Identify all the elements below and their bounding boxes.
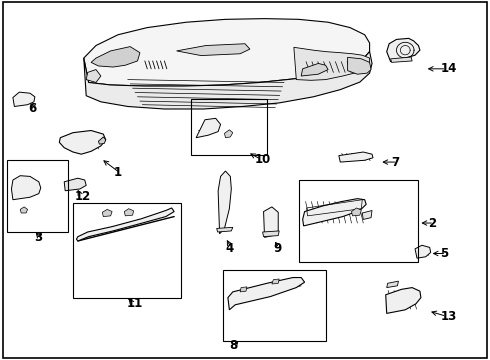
Polygon shape bbox=[20, 207, 27, 213]
Text: 3: 3 bbox=[34, 231, 42, 244]
Polygon shape bbox=[76, 208, 174, 241]
Polygon shape bbox=[415, 245, 431, 258]
Polygon shape bbox=[387, 39, 420, 62]
Polygon shape bbox=[240, 287, 247, 292]
Polygon shape bbox=[339, 152, 373, 162]
Text: 8: 8 bbox=[229, 339, 237, 352]
Bar bbox=[223, 270, 326, 341]
Polygon shape bbox=[196, 118, 220, 138]
Polygon shape bbox=[217, 227, 233, 232]
Polygon shape bbox=[84, 51, 372, 109]
Polygon shape bbox=[64, 178, 86, 191]
Polygon shape bbox=[86, 69, 101, 82]
Text: 14: 14 bbox=[441, 62, 457, 75]
Polygon shape bbox=[91, 46, 140, 67]
Polygon shape bbox=[294, 47, 369, 80]
Text: 1: 1 bbox=[114, 166, 122, 179]
Text: 5: 5 bbox=[441, 247, 449, 260]
Text: 10: 10 bbox=[255, 153, 271, 166]
Polygon shape bbox=[391, 57, 412, 62]
Polygon shape bbox=[84, 19, 369, 86]
Bar bbox=[7, 160, 68, 232]
Polygon shape bbox=[362, 211, 372, 220]
Polygon shape bbox=[301, 63, 328, 76]
Text: 11: 11 bbox=[127, 297, 143, 310]
Polygon shape bbox=[218, 171, 231, 234]
Polygon shape bbox=[228, 278, 305, 310]
Text: 9: 9 bbox=[273, 242, 282, 255]
Polygon shape bbox=[386, 288, 421, 314]
Text: 6: 6 bbox=[28, 102, 37, 115]
Text: 12: 12 bbox=[75, 190, 91, 203]
Polygon shape bbox=[224, 130, 233, 138]
Polygon shape bbox=[351, 208, 361, 216]
Polygon shape bbox=[124, 209, 134, 216]
Polygon shape bbox=[13, 92, 35, 107]
Text: 13: 13 bbox=[441, 310, 457, 323]
Polygon shape bbox=[263, 231, 279, 237]
Text: 4: 4 bbox=[225, 242, 234, 255]
Polygon shape bbox=[387, 281, 398, 288]
Polygon shape bbox=[303, 199, 366, 226]
Text: 2: 2 bbox=[428, 216, 437, 230]
Polygon shape bbox=[176, 44, 250, 55]
Polygon shape bbox=[98, 137, 106, 144]
Polygon shape bbox=[264, 207, 278, 237]
Bar bbox=[73, 203, 180, 298]
Polygon shape bbox=[102, 210, 112, 217]
Polygon shape bbox=[347, 57, 371, 74]
Bar bbox=[191, 99, 267, 155]
Polygon shape bbox=[59, 131, 106, 154]
Bar bbox=[299, 180, 418, 262]
Polygon shape bbox=[11, 176, 41, 200]
Text: 7: 7 bbox=[392, 156, 400, 168]
Polygon shape bbox=[272, 279, 279, 284]
